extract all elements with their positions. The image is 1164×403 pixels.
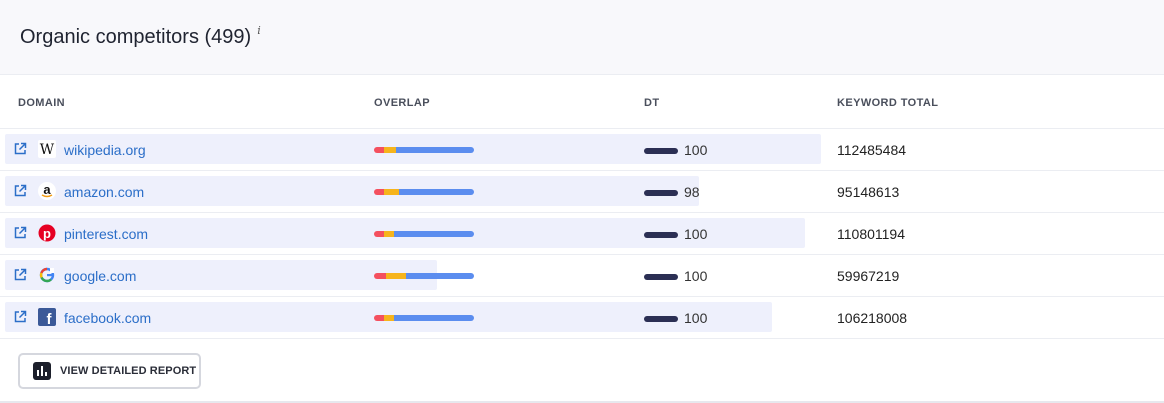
overlap-segment: [394, 231, 474, 237]
bar-chart-icon: [33, 362, 51, 380]
facebook-icon: f: [38, 308, 56, 326]
table-row[interactable]: p pinterest.com 100 110801194: [0, 213, 1164, 255]
external-link-icon[interactable]: [13, 226, 27, 240]
domain-link[interactable]: facebook.com: [64, 310, 152, 326]
overlap-bar: [374, 189, 474, 195]
row-highlight-bar: [5, 176, 699, 206]
overlap-segment: [384, 231, 394, 237]
overlap-bar: [374, 273, 474, 279]
overlap-segment: [399, 189, 474, 195]
external-link-icon[interactable]: [13, 142, 27, 156]
column-header-keyword-total[interactable]: KEYWORD TOTAL: [837, 97, 939, 109]
external-link-icon[interactable]: [13, 268, 27, 282]
card-title: Organic competitors (499): [20, 25, 252, 48]
view-detailed-report-label: VIEW DETAILED REPORT: [60, 365, 197, 377]
domain-link[interactable]: amazon.com: [64, 184, 145, 200]
table-header: DOMAIN OVERLAP DT KEYWORD TOTAL: [0, 75, 1164, 129]
dt-value: 100: [684, 310, 708, 326]
overlap-bar: [374, 147, 474, 153]
overlap-segment: [396, 147, 474, 153]
column-header-dt[interactable]: DT: [644, 97, 660, 109]
table-row[interactable]: google.com 100 59967219: [0, 255, 1164, 297]
keyword-total-value: 95148613: [837, 184, 900, 200]
overlap-segment: [394, 315, 474, 321]
dt-value: 100: [684, 226, 708, 242]
column-header-domain[interactable]: DOMAIN: [18, 97, 66, 109]
dt-value: 100: [684, 268, 708, 284]
domain-link[interactable]: pinterest.com: [64, 226, 149, 242]
wikipedia-icon: W: [38, 140, 56, 158]
keyword-total-value: 112485484: [837, 142, 907, 158]
overlap-segment: [374, 147, 384, 153]
pinterest-icon: p: [38, 224, 56, 242]
overlap-segment: [384, 189, 399, 195]
overlap-segment: [374, 315, 384, 321]
dt-bar: [644, 274, 678, 280]
overlap-bar: [374, 231, 474, 237]
svg-text:W: W: [40, 142, 55, 158]
overlap-segment: [374, 189, 384, 195]
row-highlight-bar: [5, 260, 437, 290]
external-link-icon[interactable]: [13, 310, 27, 324]
domain-link[interactable]: google.com: [64, 268, 137, 284]
overlap-bar: [374, 315, 474, 321]
dt-bar: [644, 148, 678, 154]
amazon-icon: a: [38, 182, 56, 200]
svg-text:a: a: [43, 182, 51, 197]
overlap-segment: [374, 273, 386, 279]
overlap-segment: [386, 273, 406, 279]
keyword-total-value: 106218008: [837, 310, 908, 326]
keyword-total-value: 110801194: [837, 226, 905, 242]
card-footer: VIEW DETAILED REPORT: [0, 341, 1164, 403]
domain-link[interactable]: wikipedia.org: [64, 142, 146, 158]
google-icon: [38, 266, 56, 284]
info-icon[interactable]: i: [257, 23, 261, 37]
dt-bar: [644, 316, 678, 322]
external-link-icon[interactable]: [13, 184, 27, 198]
card-header: Organic competitors (499) i: [0, 0, 1164, 75]
svg-text:f: f: [47, 311, 53, 326]
dt-value: 98: [684, 184, 700, 200]
table-row[interactable]: f facebook.com 100 106218008: [0, 297, 1164, 339]
dt-bar: [644, 232, 678, 238]
svg-text:p: p: [43, 226, 51, 241]
overlap-segment: [384, 315, 394, 321]
column-header-overlap[interactable]: OVERLAP: [374, 97, 430, 109]
overlap-segment: [384, 147, 396, 153]
view-detailed-report-button[interactable]: VIEW DETAILED REPORT: [18, 353, 201, 389]
overlap-segment: [406, 273, 474, 279]
keyword-total-value: 59967219: [837, 268, 900, 284]
dt-value: 100: [684, 142, 708, 158]
overlap-segment: [374, 231, 384, 237]
table-row[interactable]: a amazon.com 98 95148613: [0, 171, 1164, 213]
dt-bar: [644, 190, 678, 196]
